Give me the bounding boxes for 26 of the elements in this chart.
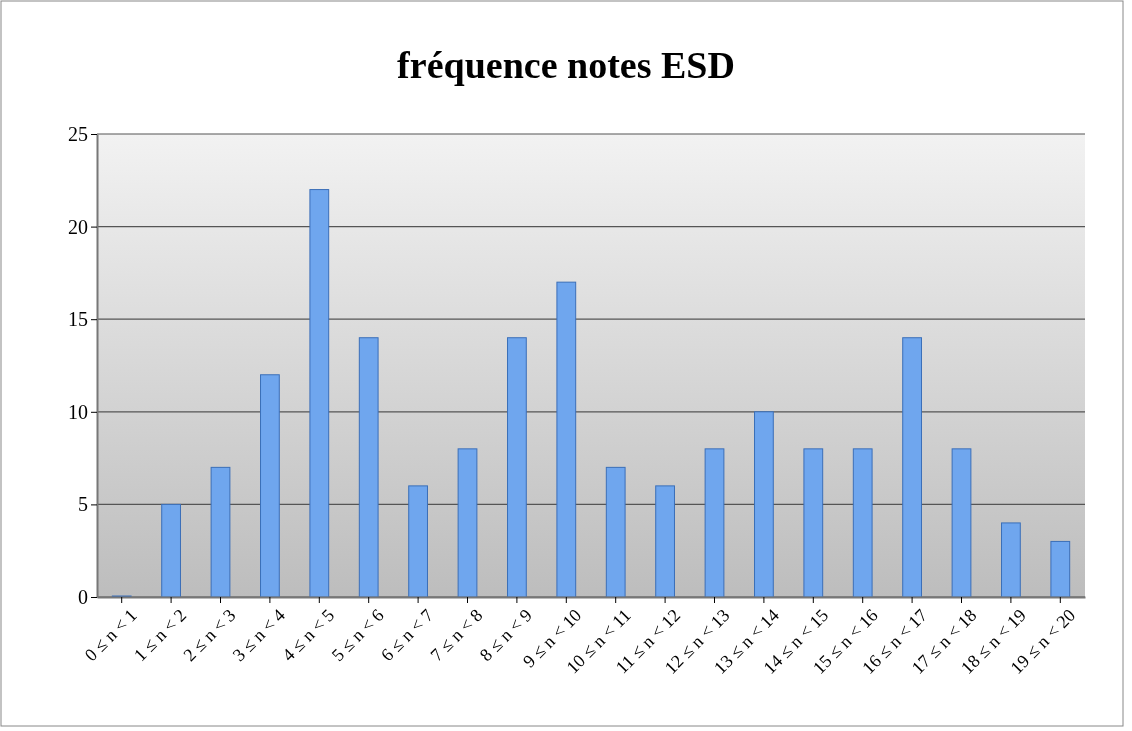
bar [408,485,428,598]
y-tick-label: 15 [68,308,88,331]
bar [1050,540,1071,598]
bar [457,448,478,598]
bar [655,485,675,598]
bar [704,448,725,598]
bar [309,189,330,598]
bar [358,337,379,598]
bar [754,411,774,598]
bar [803,448,824,598]
y-tick-label: 20 [68,215,88,238]
bar [210,466,231,598]
y-tick-label: 0 [78,585,88,608]
bar [507,337,527,598]
bar [902,337,922,598]
bar [852,448,873,598]
bar [951,448,972,598]
bar [1001,522,1021,598]
y-tick-label: 5 [78,493,88,516]
y-tick-label: 10 [68,400,88,423]
bar [260,374,280,598]
bar [605,466,626,598]
chart-title: fréquence notes ESD [397,44,735,86]
y-tick-label: 25 [68,122,88,145]
bar [556,281,577,598]
bar [161,503,181,598]
